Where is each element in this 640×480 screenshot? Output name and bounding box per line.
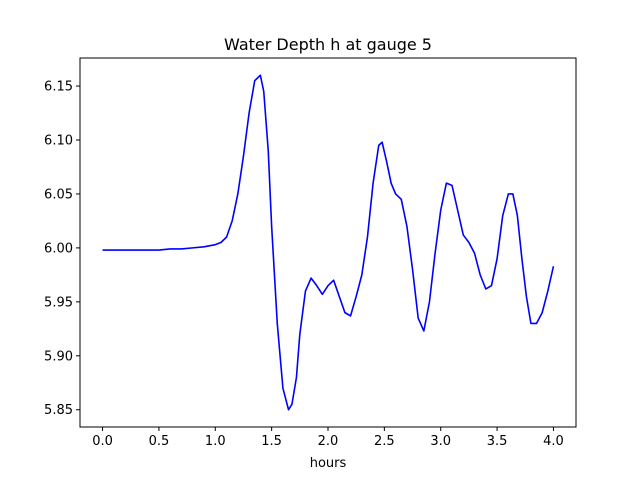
chart-title: Water Depth h at gauge 5	[224, 35, 432, 54]
y-tick-label: 5.85	[44, 403, 73, 418]
axes-frame	[79, 57, 577, 428]
x-axis-label: hours	[310, 456, 347, 471]
series-line-0	[102, 74, 555, 411]
y-tick-label: 5.95	[44, 295, 73, 310]
plot-area: 0.0 0.5 1.0 1.5 2.0 2.5 3.0 3.5 4.0 5.85 5.90 5.95 6…	[44, 57, 577, 449]
x-tick-label: 1.0	[205, 434, 226, 449]
x-tick-label: 1.5	[261, 434, 282, 449]
x-tick-label: 3.0	[430, 434, 451, 449]
y-tick-label: 5.90	[44, 349, 73, 364]
y-tick-label: 6.00	[44, 241, 73, 256]
x-tick-label: 4.0	[543, 434, 564, 449]
x-tick-label: 2.0	[318, 434, 339, 449]
x-tick-label: 2.5	[374, 434, 395, 449]
x-tick-label: 0.5	[149, 434, 170, 449]
x-tick-label: 0.0	[92, 434, 113, 449]
y-tick-label: 6.10	[44, 134, 73, 149]
y-tick-label: 6.15	[44, 80, 73, 95]
y-tick-label: 6.05	[44, 187, 73, 202]
x-tick-label: 3.5	[487, 434, 508, 449]
